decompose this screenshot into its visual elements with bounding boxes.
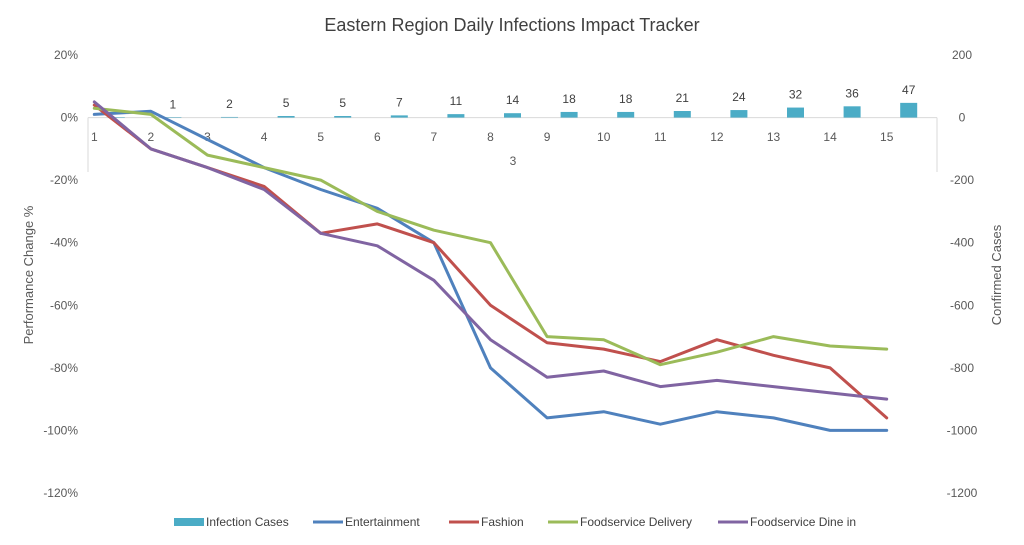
x-tick-label: 10 bbox=[597, 130, 611, 144]
x-tick-label: 13 bbox=[767, 130, 781, 144]
infection-bar bbox=[447, 114, 465, 118]
y-left-tick-label: -80% bbox=[50, 361, 78, 375]
y-axis-right: 200 0 -200 -400 -600 -800 -1000 -1200 bbox=[947, 48, 978, 500]
y-left-tick-label: -20% bbox=[50, 173, 78, 187]
series-line-foodservice-dine-in bbox=[92, 100, 889, 401]
x-tick-label: 9 bbox=[544, 130, 551, 144]
line-series bbox=[92, 100, 889, 432]
x-tick-label: 12 bbox=[710, 130, 724, 144]
legend-label: Infection Cases bbox=[206, 515, 289, 529]
infection-bar bbox=[107, 117, 125, 118]
x-tick-label: 2 bbox=[148, 130, 155, 144]
infection-bar bbox=[334, 116, 352, 118]
bar-data-label: 21 bbox=[676, 91, 690, 105]
y-axis-right-title: Confirmed Cases bbox=[989, 224, 1004, 325]
infection-bar bbox=[787, 107, 804, 118]
infection-bar bbox=[390, 115, 408, 118]
infection-bar bbox=[221, 116, 238, 118]
bar-labels: 1 2 5 5 7 11 14 18 18 21 24 32 36 47 bbox=[170, 83, 916, 111]
x-tick-label: 4 bbox=[261, 130, 268, 144]
legend-label: Fashion bbox=[481, 515, 524, 529]
infection-bar bbox=[843, 106, 861, 118]
y-left-tick-label: -60% bbox=[50, 298, 78, 312]
y-left-tick-label: 0% bbox=[61, 111, 79, 125]
x-tick-label: 5 bbox=[317, 130, 324, 144]
x-axis-title: 3 bbox=[510, 154, 517, 168]
legend-label: Entertainment bbox=[345, 515, 420, 529]
infection-bar bbox=[277, 116, 295, 118]
y-left-tick-label: -100% bbox=[43, 423, 78, 437]
bar-data-label: 32 bbox=[789, 88, 803, 102]
x-tick-label: 14 bbox=[823, 130, 837, 144]
bar-data-label: 18 bbox=[562, 92, 576, 106]
x-tick-label: 1 bbox=[91, 130, 98, 144]
y-right-tick-label: -400 bbox=[950, 236, 974, 250]
bar-data-label: 18 bbox=[619, 92, 633, 106]
y-left-tick-label: 20% bbox=[54, 48, 78, 62]
bar-data-label: 5 bbox=[339, 96, 346, 110]
y-right-tick-label: -1000 bbox=[947, 423, 978, 437]
y-axis-left: 20% 0% -20% -40% -60% -80% -100% -120% bbox=[43, 48, 78, 500]
series-line-fashion bbox=[92, 103, 889, 420]
x-tick-label: 11 bbox=[654, 130, 667, 144]
bar-data-label: 2 bbox=[226, 97, 233, 111]
y-right-tick-label: -800 bbox=[950, 361, 974, 375]
infection-bar bbox=[164, 117, 182, 118]
y-axis-left-title: Performance Change % bbox=[21, 205, 36, 344]
y-left-tick-label: -40% bbox=[50, 236, 78, 250]
infection-bar bbox=[730, 110, 748, 118]
x-tick-label: 3 bbox=[204, 130, 211, 144]
infection-bar bbox=[617, 111, 635, 118]
y-right-tick-label: -200 bbox=[950, 173, 974, 187]
bar-data-label: 5 bbox=[283, 96, 290, 110]
legend-swatch-bar bbox=[174, 518, 204, 526]
bar-data-label: 1 bbox=[170, 97, 177, 111]
chart-title: Eastern Region Daily Infections Impact T… bbox=[324, 15, 699, 35]
series-line-foodservice-delivery bbox=[92, 106, 889, 367]
series-line-entertainment bbox=[92, 109, 889, 432]
y-right-tick-label: -1200 bbox=[947, 486, 978, 500]
bar-data-label: 24 bbox=[732, 90, 746, 104]
x-axis-ticks: 1 2 3 4 5 6 7 8 9 10 11 12 13 14 15 bbox=[91, 130, 894, 144]
bar-data-label: 11 bbox=[450, 94, 463, 108]
legend: Infection Cases Entertainment Fashion Foods… bbox=[174, 515, 856, 529]
infection-bar bbox=[560, 111, 578, 118]
x-tick-label: 6 bbox=[374, 130, 381, 144]
legend-label: Foodservice Dine in bbox=[750, 515, 856, 529]
y-right-tick-label: -600 bbox=[950, 298, 974, 312]
bar-data-label: 14 bbox=[506, 93, 520, 107]
bar-data-label: 36 bbox=[845, 86, 859, 100]
bar-data-label: 47 bbox=[902, 83, 916, 97]
x-tick-label: 8 bbox=[487, 130, 494, 144]
infection-bar bbox=[900, 102, 918, 118]
y-right-tick-label: 200 bbox=[952, 48, 972, 62]
y-left-tick-label: -120% bbox=[43, 486, 78, 500]
infection-bar bbox=[673, 111, 691, 118]
y-right-tick-label: 0 bbox=[959, 111, 966, 125]
bar-data-label: 7 bbox=[396, 95, 403, 109]
x-tick-label: 7 bbox=[431, 130, 438, 144]
infection-bar bbox=[504, 113, 521, 118]
bar-series bbox=[107, 102, 918, 118]
x-tick-label: 15 bbox=[880, 130, 894, 144]
legend-label: Foodservice Delivery bbox=[580, 515, 692, 529]
